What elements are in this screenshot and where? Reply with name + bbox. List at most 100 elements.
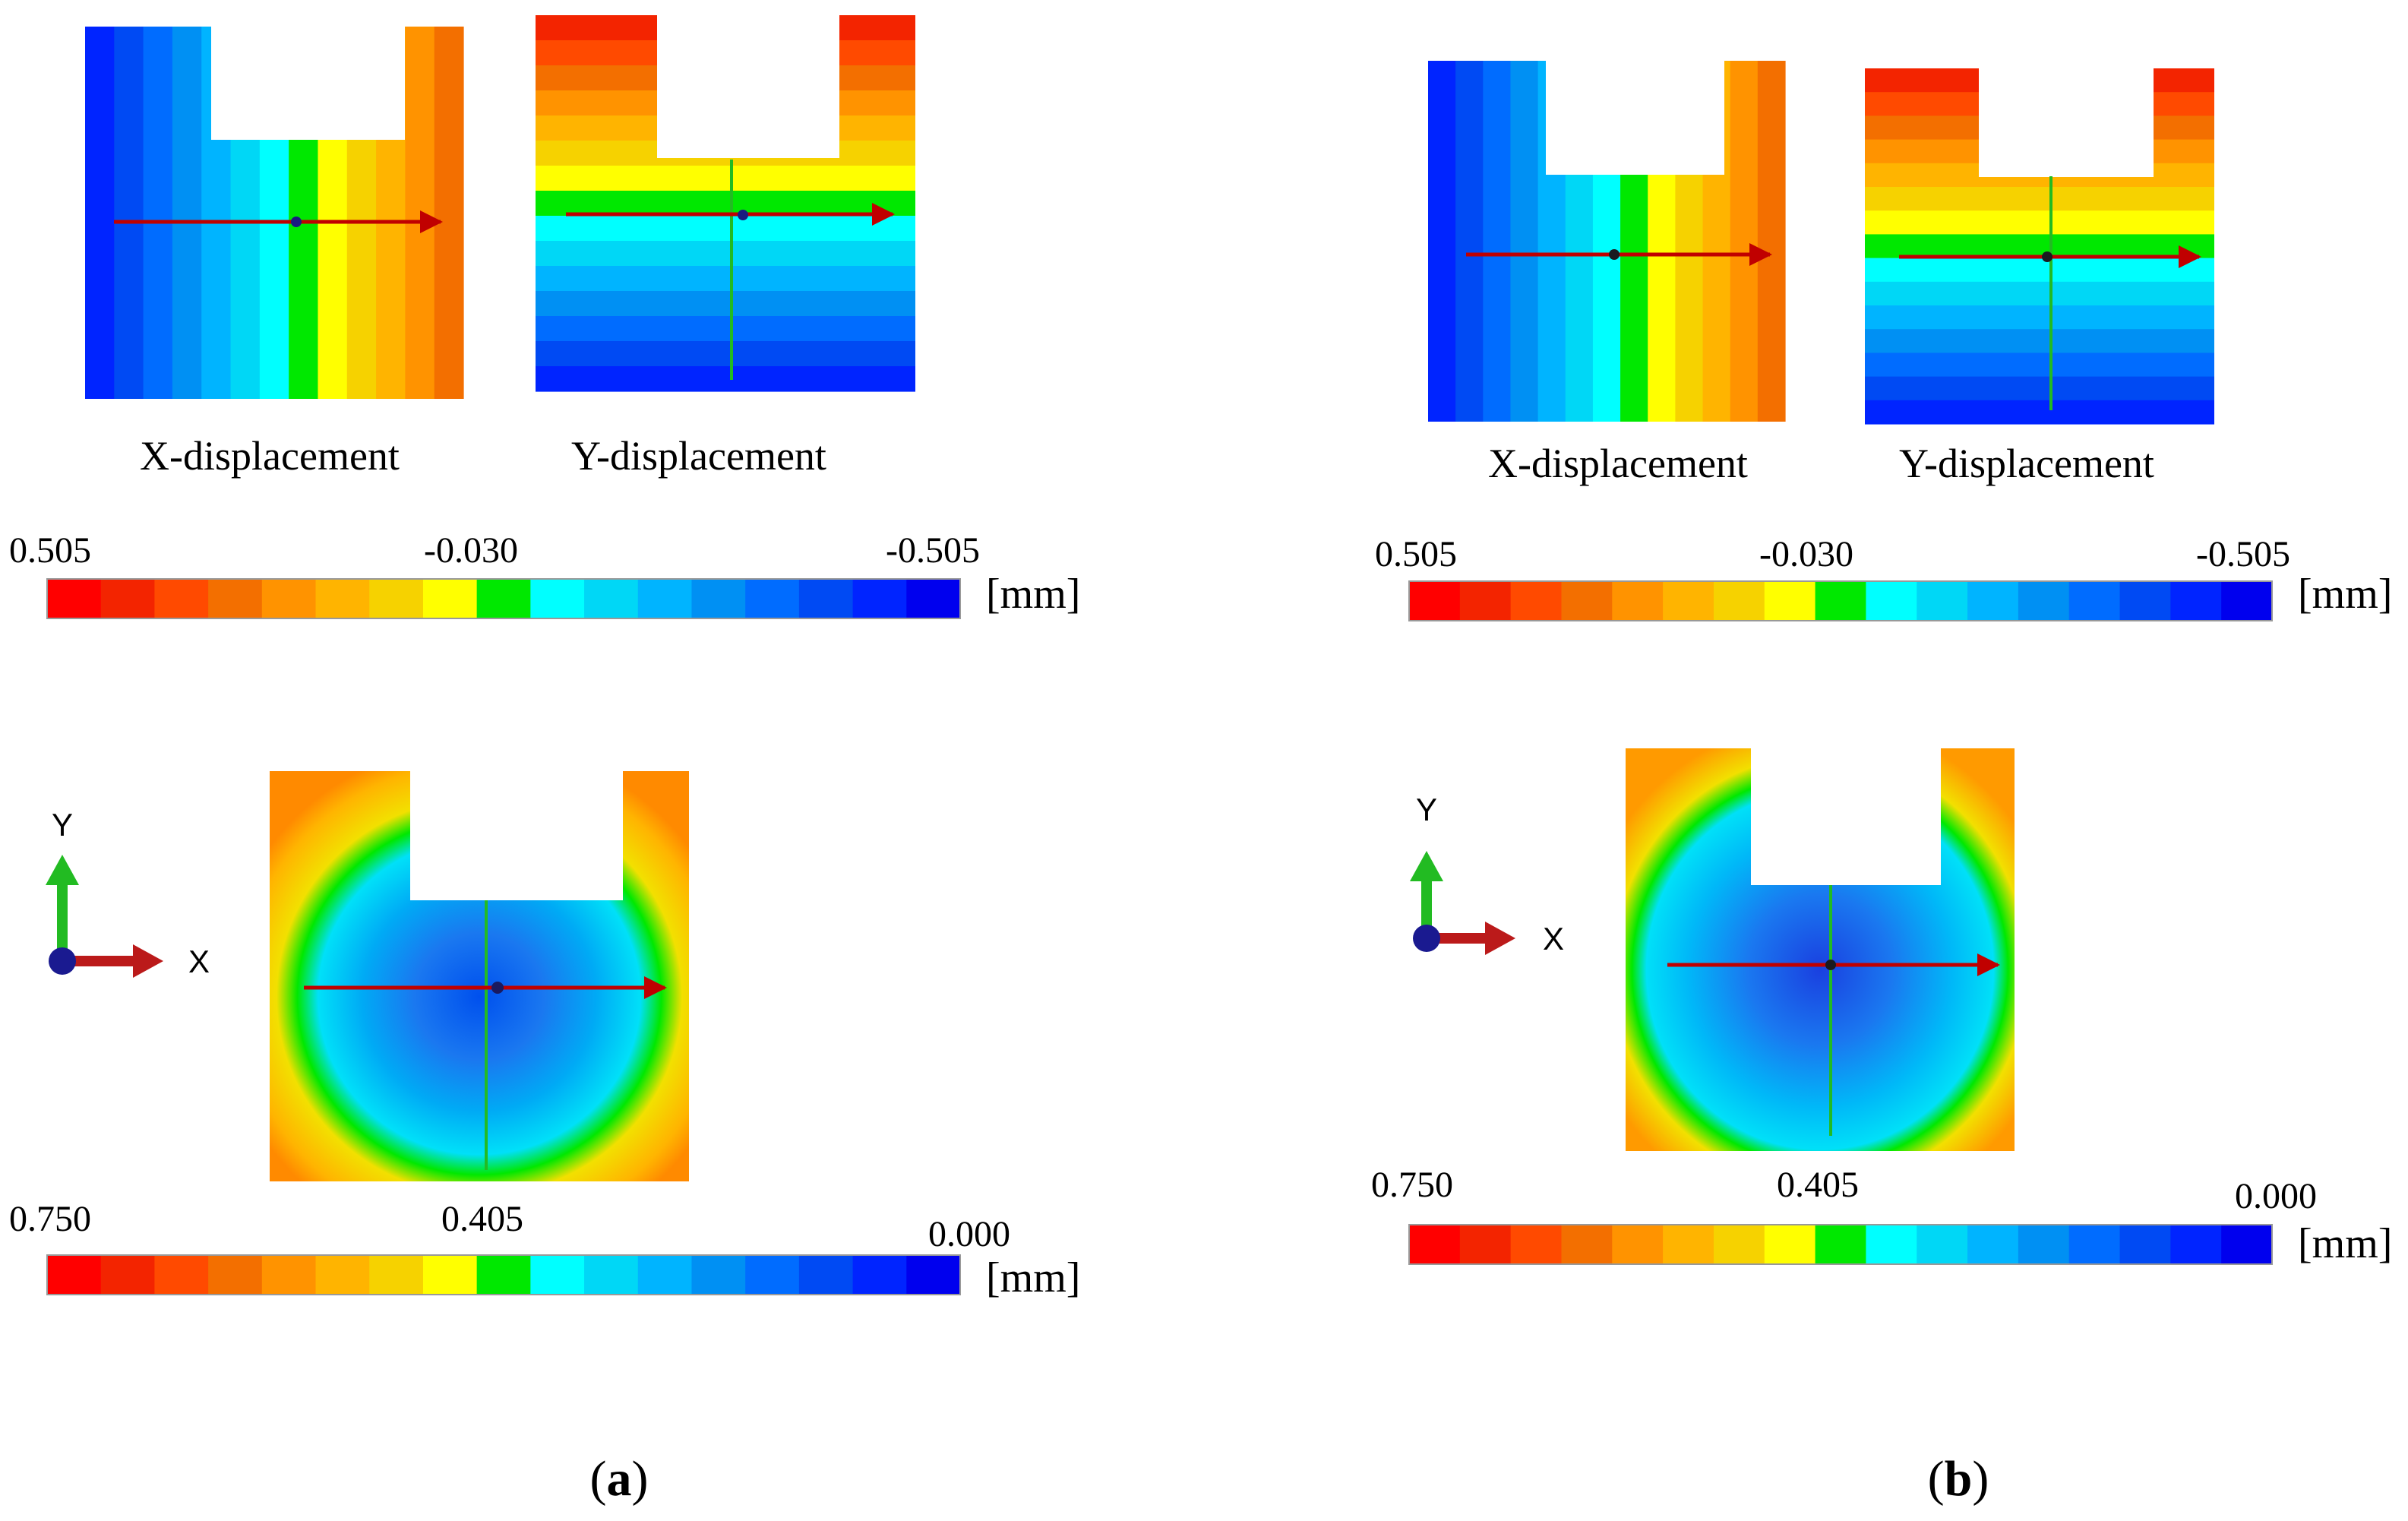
colorbar-swatch xyxy=(422,579,478,618)
contour-band xyxy=(405,27,435,399)
colorbar-swatch xyxy=(637,1255,692,1295)
colorbar-swatch xyxy=(1866,581,1917,621)
scale-mid-label: 0.405 xyxy=(1777,1165,1859,1205)
colorbar-top-a: 0.505 -0.030 -0.505 [mm] xyxy=(9,530,1080,619)
colorbar-frame xyxy=(46,1254,961,1295)
scale-mid-label: -0.030 xyxy=(1759,534,1853,574)
y-displacement-label: Y-displacement xyxy=(1899,441,2154,486)
contour-band xyxy=(85,27,115,399)
contour-band xyxy=(536,241,915,267)
contour-band xyxy=(1510,61,1539,422)
center-point xyxy=(491,982,504,994)
colorbar-swatch xyxy=(476,579,531,618)
colorbar-frame xyxy=(1408,580,2273,621)
center-point xyxy=(738,210,748,220)
colorbar-swatch xyxy=(261,1255,317,1295)
colorbar-swatch xyxy=(369,579,424,618)
colorbar-swatch xyxy=(2170,581,2222,621)
scale-unit-label: [mm] xyxy=(986,571,1080,618)
colorbar-swatch xyxy=(637,579,692,618)
colorbar-swatch xyxy=(1967,1225,2019,1264)
colorbar-swatch xyxy=(1917,581,1968,621)
contour-band xyxy=(143,27,173,399)
x-displacement-map-b xyxy=(1428,57,1786,422)
scale-min-label: 0.000 xyxy=(928,1214,1010,1254)
axis-triad-a: Y X xyxy=(46,807,210,979)
colorbar-swatch xyxy=(691,1255,746,1295)
scale-mid-label: 0.405 xyxy=(441,1199,523,1239)
contour-band xyxy=(536,341,915,367)
panel-label-b: (b) xyxy=(1928,1451,1989,1507)
scale-unit-label: [mm] xyxy=(2298,571,2392,618)
colorbar-swatch xyxy=(100,1255,155,1295)
colorbar-swatch xyxy=(261,579,317,618)
contour-band xyxy=(536,291,915,317)
total-displacement-map-a xyxy=(270,771,689,1181)
panel-letter-a: a xyxy=(607,1451,632,1507)
origin-icon xyxy=(1413,925,1440,952)
colorbar-swatch xyxy=(47,1255,102,1295)
center-point xyxy=(1825,960,1836,970)
scale-min-label: 0.000 xyxy=(2235,1176,2317,1216)
colorbar-swatch xyxy=(2221,581,2273,621)
contour-band xyxy=(536,166,915,191)
colorbar-swatch xyxy=(2119,581,2171,621)
colorbar-swatch xyxy=(1815,581,1866,621)
colorbar-bottom-a: 0.750 0.405 0.000 [mm] xyxy=(9,1199,1080,1301)
colorbar-swatch xyxy=(1713,1225,1765,1264)
contour-band xyxy=(536,216,915,242)
colorbar-swatch xyxy=(1510,581,1562,621)
colorbar-swatch xyxy=(798,579,854,618)
colorbar-swatch xyxy=(154,1255,209,1295)
contour-band xyxy=(1865,258,2214,283)
colorbar-swatch xyxy=(1713,581,1765,621)
contour-band xyxy=(1428,61,1456,422)
colorbar-swatch xyxy=(100,579,155,618)
colorbar-swatch xyxy=(315,579,370,618)
scale-max-label: 0.505 xyxy=(1375,534,1457,574)
center-point xyxy=(291,217,302,227)
colorbar-swatch xyxy=(1663,581,1714,621)
scale-unit-label: [mm] xyxy=(986,1254,1080,1301)
contour-band xyxy=(536,316,915,342)
colorbar-swatch xyxy=(745,1255,800,1295)
contour-band xyxy=(1483,61,1512,422)
colorbar-swatch xyxy=(1409,1225,1461,1264)
colorbar-swatch xyxy=(1764,581,1816,621)
contour-band xyxy=(536,366,915,392)
center-point xyxy=(2042,251,2052,262)
panel-letter-b: b xyxy=(1945,1451,1973,1507)
contour-band xyxy=(434,27,464,399)
colorbar-swatch xyxy=(1561,581,1613,621)
contour-band xyxy=(1757,61,1786,422)
y-axis-label: Y xyxy=(1416,792,1437,827)
x-axis-label: X xyxy=(188,944,210,979)
colorbar-swatch xyxy=(208,579,263,618)
colorbar-swatch xyxy=(2170,1225,2222,1264)
colorbar-swatch xyxy=(1764,1225,1816,1264)
y-axis-label: Y xyxy=(52,807,73,843)
colorbar-swatch xyxy=(530,579,585,618)
colorbar-swatch xyxy=(208,1255,263,1295)
colorbar-swatch xyxy=(1967,581,2019,621)
contour-band xyxy=(1865,305,2214,330)
contour-band xyxy=(536,266,915,292)
contour-band xyxy=(1865,187,2214,211)
contour-band xyxy=(114,27,144,399)
contour-band xyxy=(1455,61,1484,422)
colorbar-swatch xyxy=(798,1255,854,1295)
contour-band xyxy=(1865,400,2214,425)
origin-icon xyxy=(49,947,76,975)
colorbar-swatch xyxy=(906,579,961,618)
colorbar-swatch xyxy=(154,579,209,618)
scale-max-label: 0.505 xyxy=(9,530,91,571)
x-displacement-map-a xyxy=(85,14,464,399)
scale-max-label: 0.750 xyxy=(9,1199,91,1239)
total-displacement-map-b xyxy=(1626,748,2015,1151)
colorbar-swatch xyxy=(1561,1225,1613,1264)
colorbar-swatch xyxy=(315,1255,370,1295)
contour-band xyxy=(1865,210,2214,235)
contour-band xyxy=(1865,329,2214,353)
